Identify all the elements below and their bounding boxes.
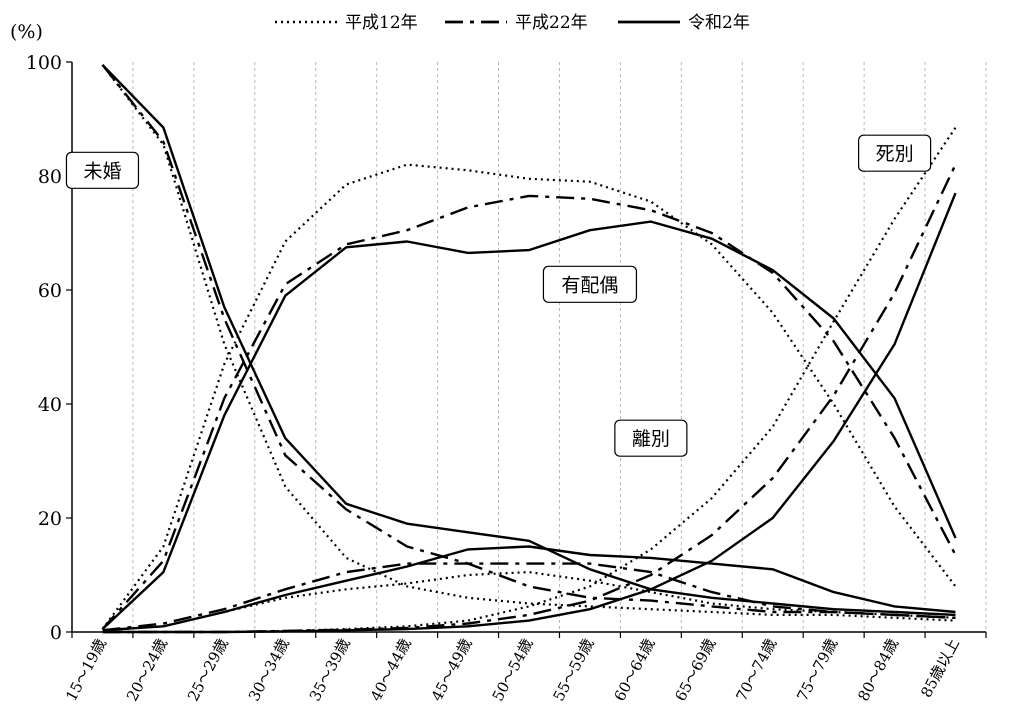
series-line-未婚-令和2年 (101, 64, 956, 617)
x-tick-label: 70～74歳 (732, 635, 780, 704)
x-tick-label: 35～39歳 (306, 635, 354, 704)
x-tick-label: 65～69歳 (671, 635, 719, 704)
series-line-有配偶-平成22年 (101, 194, 957, 630)
x-tick-label: 40～44歳 (367, 635, 415, 704)
annotation-box-未婚 (65, 151, 140, 189)
series-line-離別-平成22年 (102, 562, 956, 632)
series-line-有配偶-平成12年 (101, 163, 957, 630)
y-tick-label-60: 60 (38, 280, 62, 302)
x-tick-label: 20～24歳 (123, 635, 171, 704)
legend-label-平成22年: 平成22年 (515, 13, 588, 33)
legend-label-令和2年: 令和2年 (688, 13, 750, 33)
x-tick-label: 60～64歳 (610, 635, 658, 704)
y-tick-label-40: 40 (38, 394, 62, 416)
x-tick-label: 30～34歳 (245, 635, 293, 704)
x-tick-label: 55～59歳 (550, 635, 598, 704)
x-axis-ticks: 15～19歳 20～24歳 25～29歳 30～34歳 35～39歳 40～44歳 45～4… (62, 632, 987, 704)
annotation-label-離別: 離別 (632, 428, 670, 450)
legend-label-平成12年: 平成12年 (345, 13, 418, 33)
legend: 平成12年 平成22年 令和2年 (275, 13, 750, 33)
y-tick-label-0: 0 (50, 622, 62, 644)
x-tick-label: 15～19歳 (62, 635, 110, 704)
annotation-box-死別 (857, 134, 932, 172)
series-line-死別-平成22年 (102, 164, 957, 634)
annotation-box-有配偶 (542, 265, 638, 303)
annotation-box-離別 (614, 419, 688, 457)
x-tick-label: 75～79歳 (793, 635, 841, 704)
series-lines (101, 64, 957, 634)
series-group-離別 (102, 545, 956, 632)
x-tick-label: 80～84歳 (854, 635, 902, 704)
series-group-死別 (102, 126, 957, 634)
series-line-未婚-平成22年 (101, 64, 956, 619)
y-axis-unit-label: (%) (10, 21, 43, 43)
annotation-label-死別: 死別 (876, 143, 914, 165)
x-tick-label: 50～54歳 (489, 635, 537, 704)
y-tick-label-20: 20 (38, 508, 62, 530)
series-line-離別-令和2年 (102, 545, 956, 632)
x-tick-label: 25～29歳 (184, 635, 232, 704)
series-line-有配偶-令和2年 (101, 220, 957, 630)
x-tick-label: 85歳以上 (917, 635, 963, 700)
series-line-未婚-平成12年 (101, 64, 956, 622)
annotation-label-未婚: 未婚 (83, 160, 121, 182)
x-tick-label: 45～49歳 (428, 635, 476, 704)
series-group-未婚 (101, 64, 956, 622)
series-line-死別-平成12年 (102, 126, 957, 634)
y-tick-label-100: 100 (26, 52, 62, 74)
y-tick-label-80: 80 (38, 166, 62, 188)
series-line-死別-令和2年 (102, 192, 957, 634)
annotation-label-有配偶: 有配偶 (561, 274, 618, 296)
series-group-有配偶 (101, 163, 957, 630)
y-axis-ticks: 0 20 40 60 80 100 (26, 52, 72, 644)
